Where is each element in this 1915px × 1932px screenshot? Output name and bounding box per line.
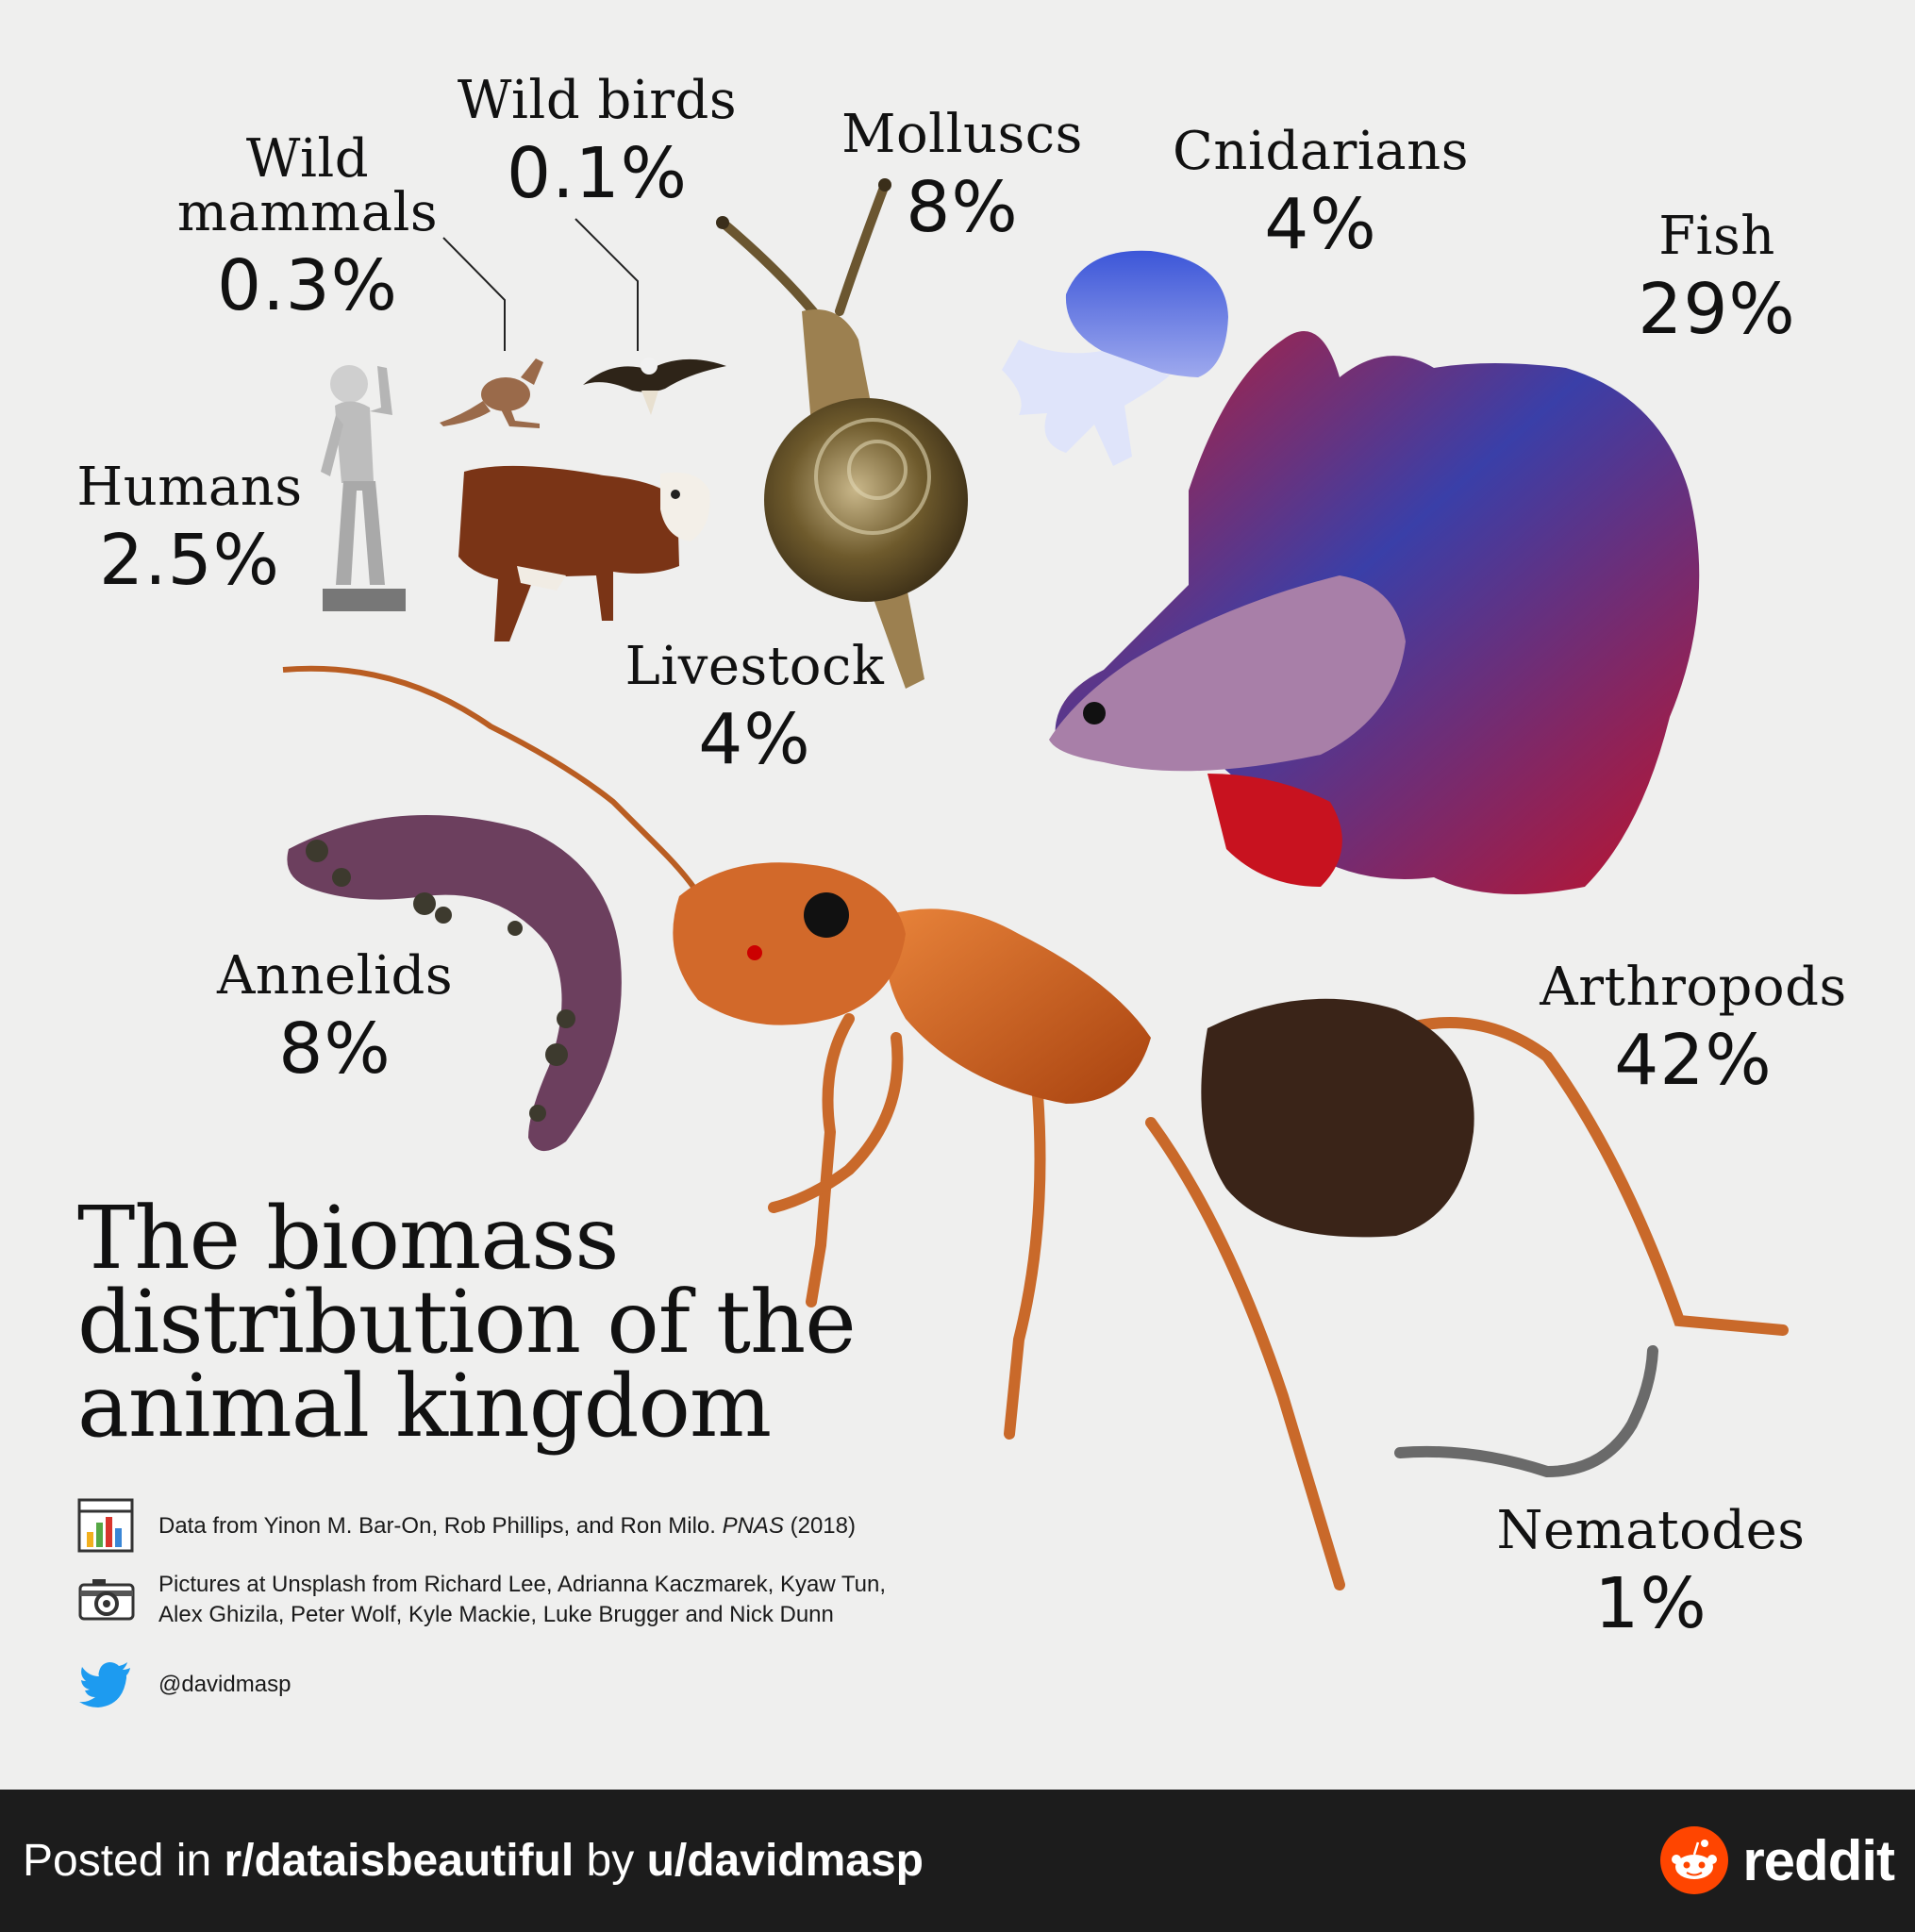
label-name: Annelids [216,945,454,1007]
posted-in-text: Posted in r/dataisbeautiful by u/davidma… [23,1835,924,1887]
label-humans: Humans 2.5% [62,460,317,597]
credit-journal: PNAS [722,1513,784,1539]
reddit-alien-icon [1660,1826,1729,1894]
jellyfish-icon [1002,250,1228,466]
label-name: Cnidarians [1173,121,1469,182]
credit-text: Pictures at Unsplash from Richard Lee, A… [158,1572,887,1597]
ant-icon [282,665,1789,1591]
title-line: The biomass [77,1188,620,1289]
credit-text: (2018) [783,1513,856,1539]
label-percent: 42% [1614,1020,1773,1102]
pictures-credit: Pictures at Unsplash from Richard Lee, A… [77,1570,886,1630]
kangaroo-icon [440,358,543,428]
eagle-icon [583,358,726,415]
label-percent: 1% [1594,1563,1707,1645]
label-molluscs: Molluscs 8% [830,108,1094,244]
bar-chart-icon [77,1498,134,1553]
cow-icon [458,465,710,641]
label-percent: 0.1% [507,133,688,215]
label-percent: 29% [1638,269,1796,351]
label-arthropods: Arthropods 42% [1528,960,1858,1097]
infographic: Wild mammals 0.3% Wild birds 0.1% Mollus… [62,73,1858,1713]
label-percent: 8% [906,167,1019,249]
label-nematodes: Nematodes 1% [1490,1504,1811,1641]
twitter-credit[interactable]: @davidmasp [77,1657,291,1713]
label-percent: 4% [698,699,811,781]
label-name: Wild birds [457,70,738,131]
label-wild-birds: Wild birds 0.1% [443,74,751,210]
label-name: Molluscs [841,104,1083,165]
label-percent: 2.5% [99,520,280,602]
earthworm-icon [287,815,622,1152]
label-percent: 4% [1264,184,1377,266]
label-percent: 0.3% [217,245,398,327]
label-name: Nematodes [1496,1500,1806,1561]
credit-text: Data from Yinon M. Bar-On, Rob Phillips,… [158,1513,723,1539]
credit-text: Alex Ghizila, Peter Wolf, Kyle Mackie, L… [158,1602,834,1627]
camera-icon [78,1579,135,1621]
label-cnidarians: Cnidarians 4% [1170,125,1472,261]
wild-mammals-leader-line [442,237,506,351]
title-line: animal kingdom [77,1356,772,1457]
data-source-credit: Data from Yinon M. Bar-On, Rob Phillips,… [77,1498,856,1555]
nematode-icon [1394,1345,1658,1478]
title-line: distribution of the [77,1272,857,1374]
label-name: Livestock [624,636,885,697]
label-wild-mammals: Wild mammals 0.3% [166,132,449,323]
label-name: Wild [245,128,370,190]
label-annelids: Annelids 8% [198,949,472,1086]
label-name: Humans [76,457,303,518]
reddit-footer: Posted in r/dataisbeautiful by u/davidma… [0,1790,1915,1932]
user-link[interactable]: u/davidmasp [646,1836,924,1886]
label-name: mammals [176,182,439,244]
human-statue-icon [321,365,406,611]
posted-in-label: Posted in [23,1836,225,1886]
label-livestock: Livestock 4% [604,640,906,776]
reddit-wordmark: reddit [1742,1828,1895,1892]
label-percent: 8% [278,1008,391,1091]
twitter-bird-icon [79,1662,130,1707]
reddit-logo[interactable]: reddit [1659,1825,1895,1895]
label-fish: Fish 29% [1604,209,1830,346]
chart-title: The biomass distribution of the animal k… [77,1188,857,1457]
snail-icon [716,178,968,689]
by-label: by [574,1836,647,1886]
label-name: Arthropods [1540,957,1847,1018]
wild-birds-leader-line [574,218,639,351]
subreddit-link[interactable]: r/dataisbeautiful [224,1836,574,1886]
betta-fish-icon [1049,331,1700,894]
twitter-handle[interactable]: @davidmasp [158,1672,291,1697]
animal-illustrations [282,178,1789,1591]
label-name: Fish [1658,206,1775,267]
